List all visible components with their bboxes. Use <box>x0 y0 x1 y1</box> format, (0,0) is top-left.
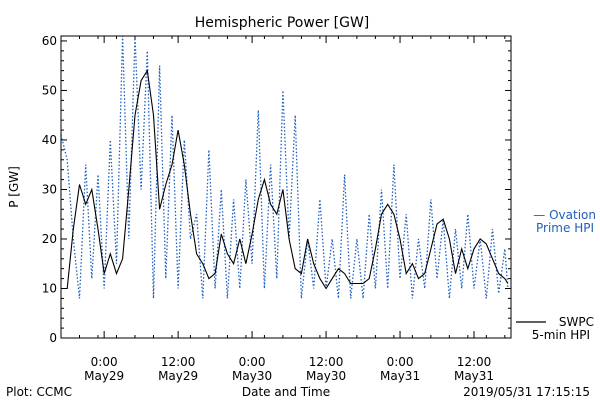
x-tick-time-label: 0:00 <box>91 355 118 369</box>
series-line-swpc <box>61 69 509 290</box>
x-tick-day-label: May29 <box>84 369 124 383</box>
x-axis-label: Date and Time <box>242 385 330 399</box>
x-tick-time-label: 0:00 <box>387 355 414 369</box>
legend-swpc-line1: SWPC <box>559 315 594 329</box>
y-tick-label: 30 <box>42 182 57 196</box>
series-layer <box>60 35 509 299</box>
x-axis-ticks: 0:00May2912:00May290:00May3012:00May300:… <box>78 36 506 383</box>
y-tick-label: 10 <box>42 281 57 295</box>
y-axis-label: P [GW] <box>7 166 21 208</box>
legend-ovation-line1: — Ovation <box>533 208 596 222</box>
x-tick-day-label: May31 <box>454 369 494 383</box>
y-tick-label: 60 <box>42 34 57 48</box>
x-tick-day-label: May30 <box>306 369 346 383</box>
plot-frame <box>60 35 512 339</box>
x-tick-day-label: May30 <box>232 369 272 383</box>
footer-plot-credit: Plot: CCMC <box>6 385 72 399</box>
x-tick-time-label: 0:00 <box>239 355 266 369</box>
x-tick-time-label: 12:00 <box>309 355 344 369</box>
x-tick-time-label: 12:00 <box>457 355 492 369</box>
x-tick-time-label: 12:00 <box>161 355 196 369</box>
y-tick-label: 50 <box>42 83 57 97</box>
y-axis-ticks: 0 10 20 30 40 50 60 <box>42 34 511 345</box>
y-tick-label: 0 <box>49 331 57 345</box>
legend-swpc-line2: 5-min HPI <box>532 328 590 342</box>
footer-timestamp: 2019/05/31 17:15:15 <box>463 385 590 399</box>
y-tick-label: 40 <box>42 133 57 147</box>
chart-title: Hemispheric Power [GW] <box>195 15 370 31</box>
series-line-ovation-prime <box>60 35 509 299</box>
x-tick-day-label: May29 <box>158 369 198 383</box>
x-tick-day-label: May31 <box>380 369 420 383</box>
y-tick-label: 20 <box>42 232 57 246</box>
legend-ovation-line2: Prime HPI <box>536 221 594 235</box>
